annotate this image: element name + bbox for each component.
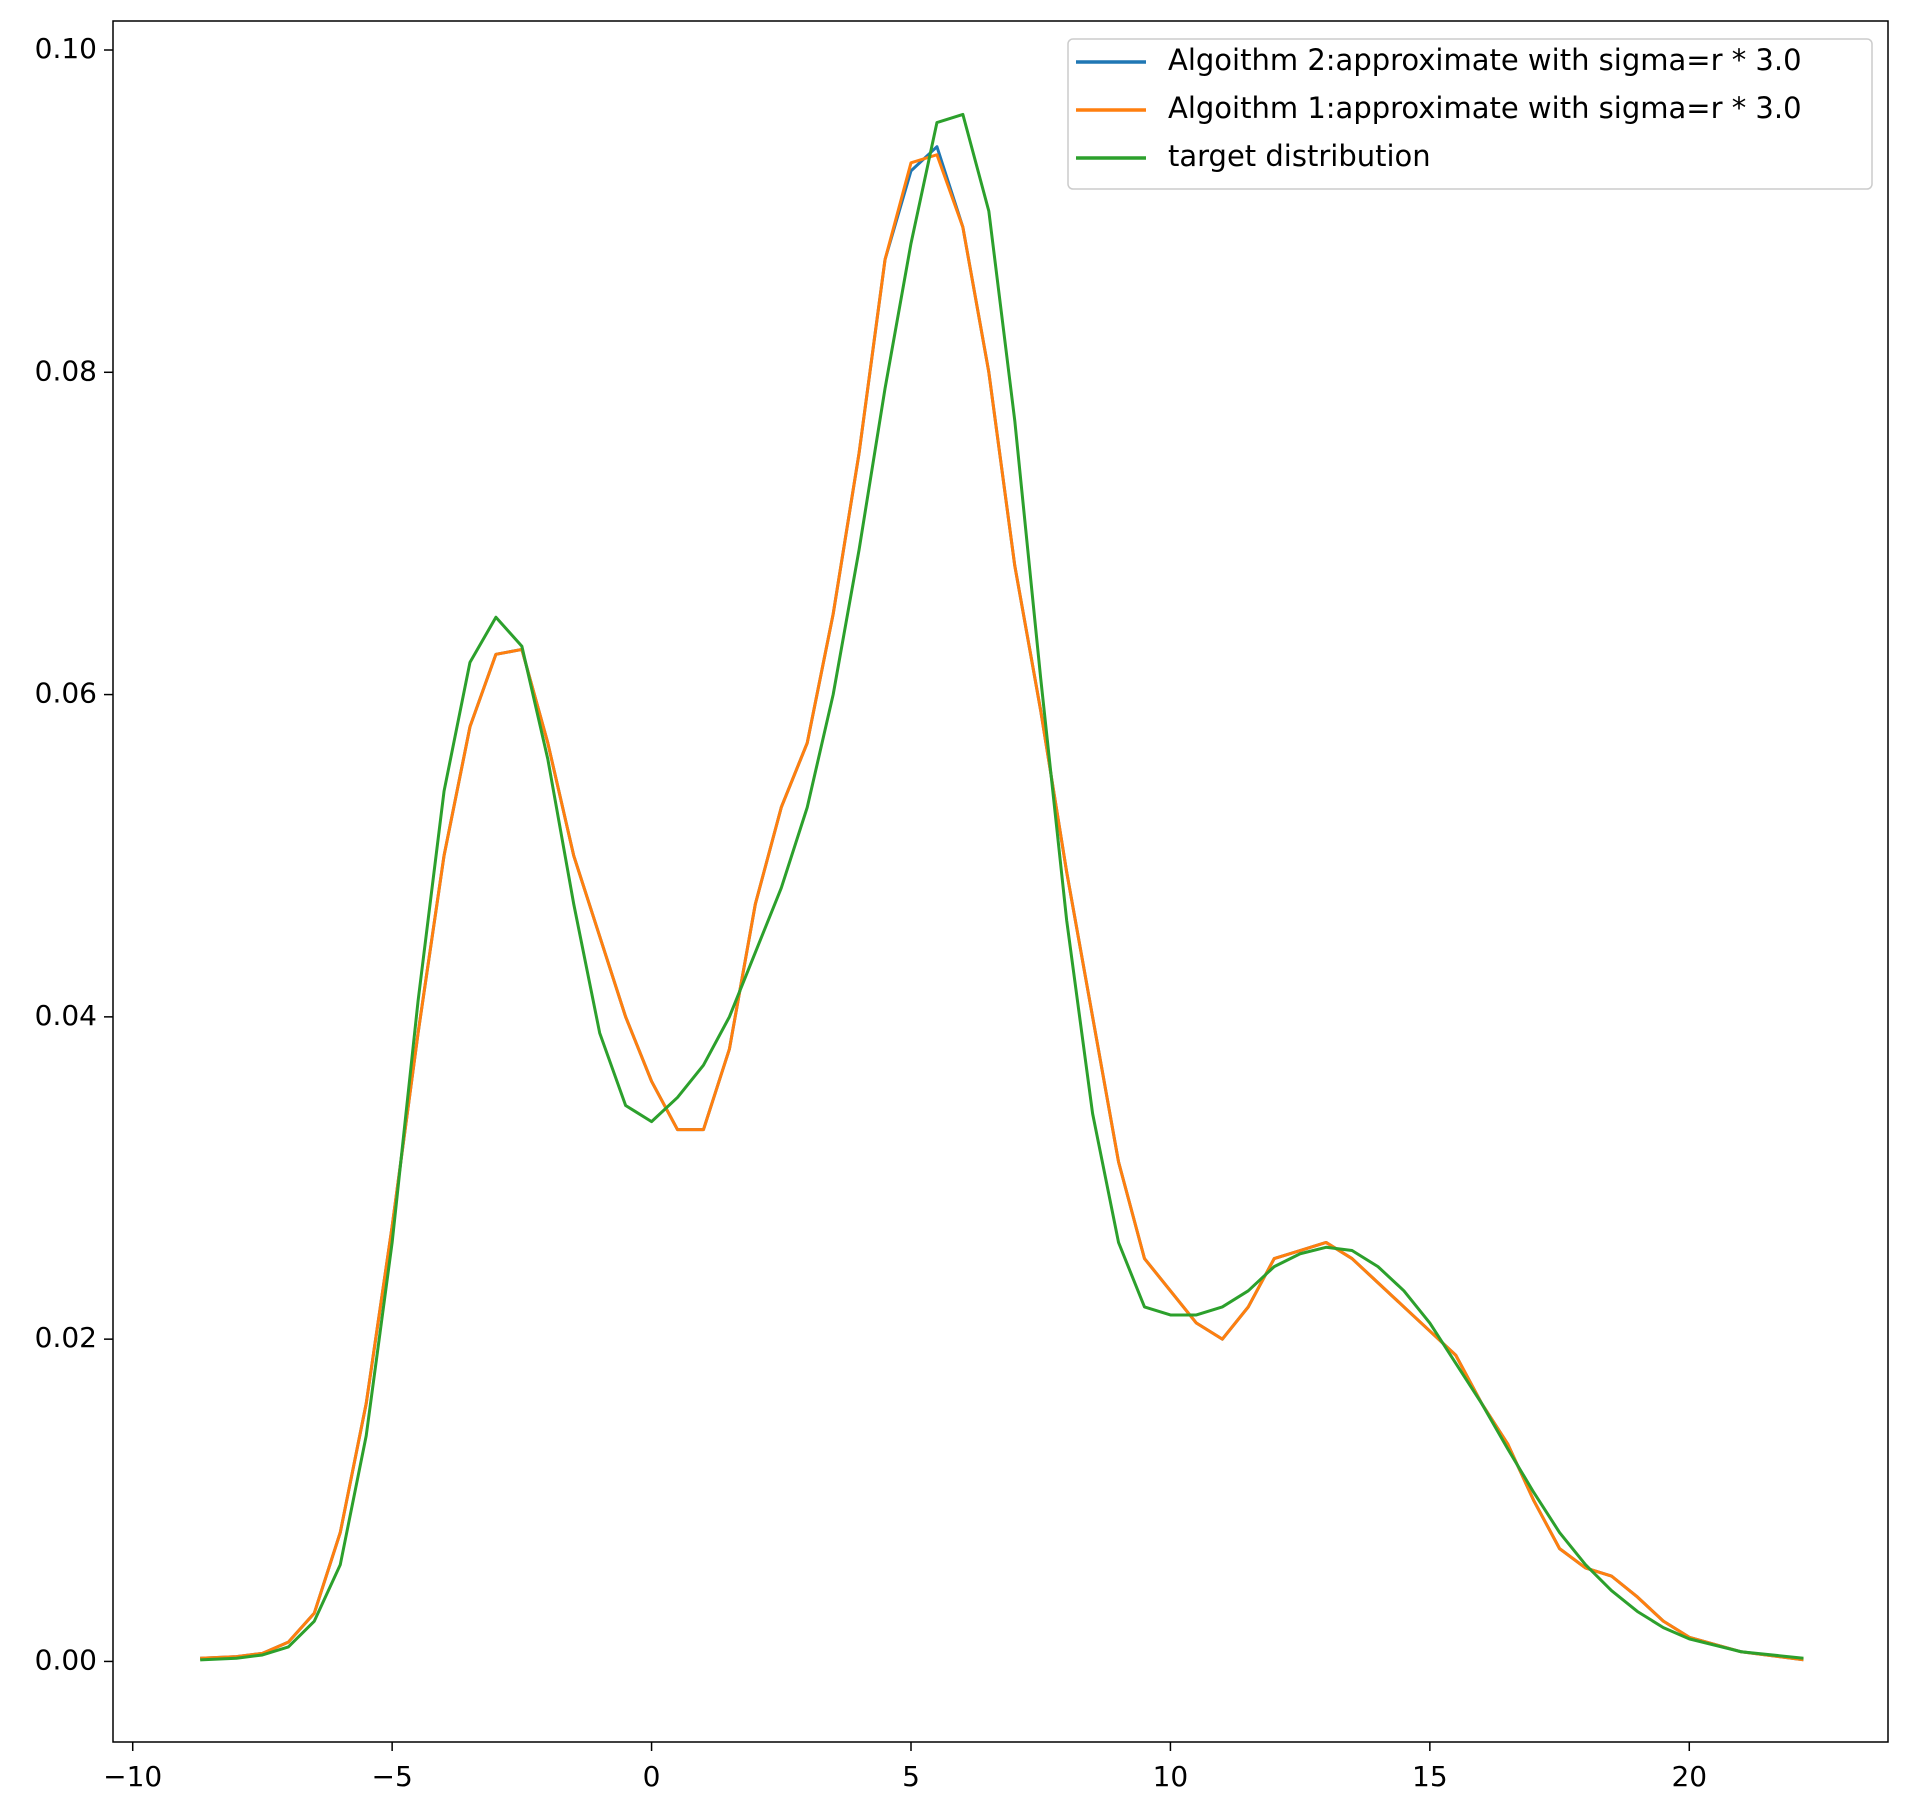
y-tick-label: 0.06 — [35, 677, 97, 710]
legend-box — [1067, 38, 1873, 190]
y-tick-label: 0.10 — [35, 32, 97, 65]
y-tick-label: 0.04 — [35, 999, 97, 1032]
line-series — [200, 145, 1804, 1662]
y-tick-label: 0.08 — [35, 354, 97, 387]
y-tick-label: 0.02 — [35, 1321, 97, 1354]
legend-label: Algoithm 1:approximate with sigma=r * 3.… — [1168, 91, 1802, 125]
legend: Algoithm 2:approximate with sigma=r * 3.… — [1067, 38, 1873, 190]
legend-label: Algoithm 2:approximate with sigma=r * 3.… — [1168, 43, 1802, 77]
y-tick-label: 0.00 — [35, 1643, 97, 1676]
x-tick-label: 5 — [902, 1760, 920, 1793]
legend-label: target distribution — [1168, 139, 1431, 173]
x-tick-label: 10 — [1153, 1760, 1189, 1793]
line-series — [200, 112, 1804, 1662]
x-tick-label: 0 — [643, 1760, 661, 1793]
line-series — [200, 153, 1804, 1662]
x-tick-label: −5 — [372, 1760, 413, 1793]
x-tick-label: 15 — [1412, 1760, 1448, 1793]
x-tick-label: −10 — [103, 1760, 162, 1793]
x-tick-label: 20 — [1671, 1760, 1707, 1793]
plot-frame — [112, 20, 1889, 1743]
